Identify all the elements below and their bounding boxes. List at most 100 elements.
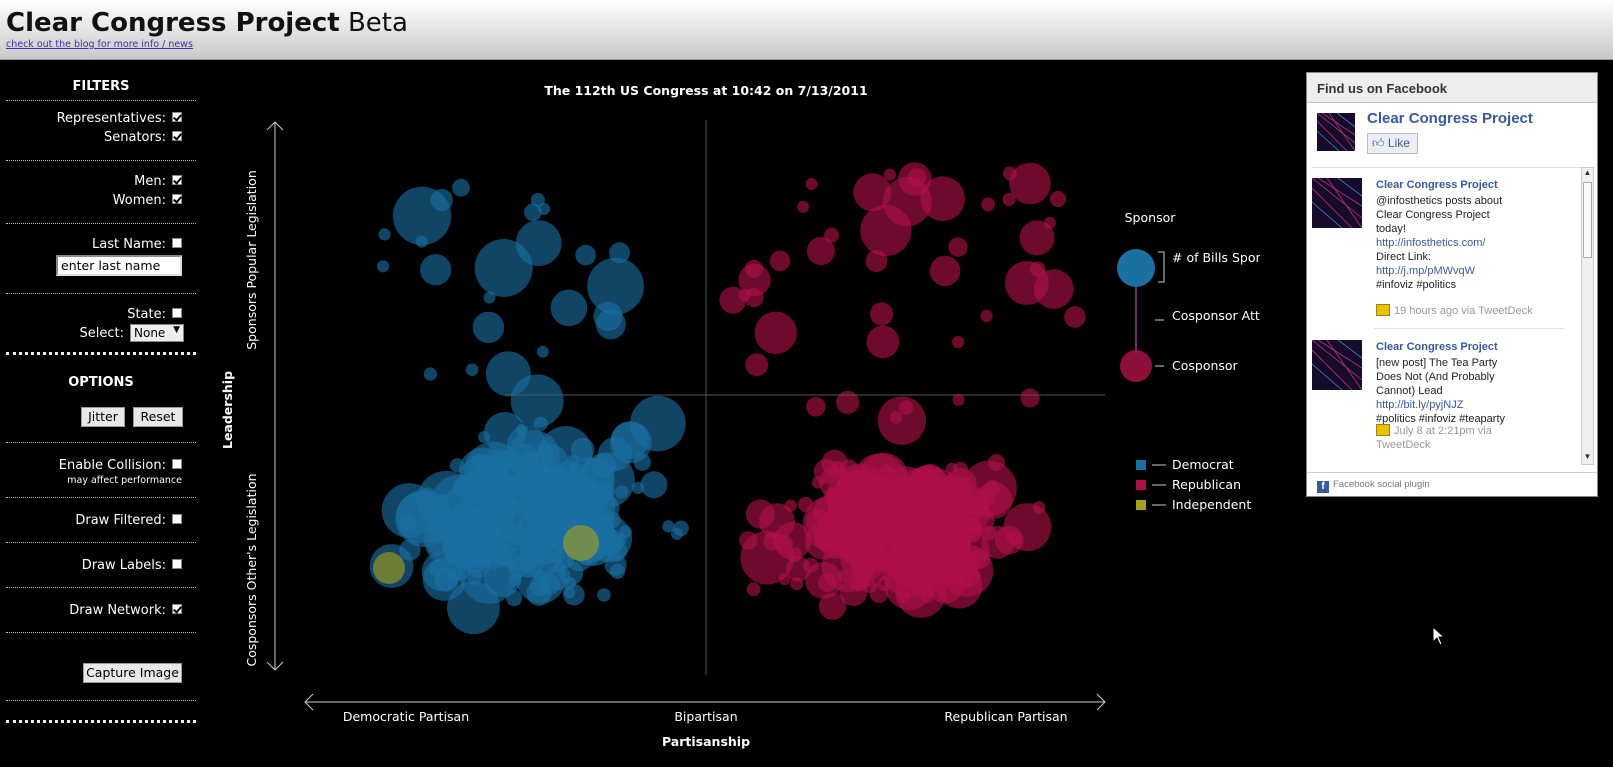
laser-thumbnail-icon <box>1312 178 1362 228</box>
post-author[interactable]: Clear Congress Project <box>1376 341 1498 353</box>
women-checkbox[interactable] <box>172 193 182 204</box>
state-select[interactable]: None ▼ <box>130 324 184 342</box>
representatives-checkbox[interactable] <box>172 111 182 122</box>
republican-bubble <box>948 237 968 257</box>
blog-link[interactable]: check out the blog for more info / news <box>6 39 193 50</box>
chart-canvas[interactable]: The 112th US Congress at 10:42 on 7/13/2… <box>200 60 1260 767</box>
legend-cosponsor-bubble <box>1120 350 1152 382</box>
republican-bubble <box>853 173 892 212</box>
republican-bubble <box>893 488 912 507</box>
x-tick-label: Republican Partisan <box>944 709 1067 724</box>
page-header: Clear Congress Project Beta check out th… <box>0 0 1613 60</box>
jitter-button[interactable]: Jitter <box>81 407 125 427</box>
draw-network-option: Draw Network: <box>69 603 182 618</box>
draw-network-checkbox[interactable] <box>172 603 182 614</box>
democrat-bubble <box>630 395 686 452</box>
divider <box>6 542 196 543</box>
enable-collision-option: Enable Collision: <box>59 458 182 473</box>
legend-label-cosponsor: Cosponsor <box>1172 358 1239 373</box>
facebook-page-link[interactable]: Clear Congress Project <box>1367 110 1533 127</box>
thumbs-up-icon: 👍︎ <box>1372 136 1385 150</box>
legend-democrat: Democrat <box>1172 457 1234 472</box>
page-title: Clear Congress Project Beta <box>6 8 408 38</box>
men-filter: Men: <box>134 174 182 189</box>
republican-bubble <box>1002 192 1016 207</box>
democrat-bubble <box>524 463 559 498</box>
democrat-bubble <box>435 514 464 543</box>
y-axis-arrow <box>266 121 284 671</box>
democrat-bubble <box>423 367 437 381</box>
legend-size-title: Sponsor <box>1125 210 1177 225</box>
draw-filtered-checkbox[interactable] <box>172 513 182 524</box>
men-checkbox[interactable] <box>172 174 182 185</box>
women-filter: Women: <box>113 193 182 208</box>
page-avatar[interactable] <box>1317 113 1355 151</box>
senators-checkbox[interactable] <box>172 130 182 141</box>
like-button[interactable]: 👍︎ Like <box>1367 133 1418 154</box>
republican-bubble <box>952 393 965 406</box>
options-heading: OPTIONS <box>68 375 134 390</box>
scrollbar-thumb[interactable] <box>1583 182 1592 258</box>
democrat-bubble <box>520 528 533 541</box>
facebook-footer: f Facebook social plugin <box>1307 472 1597 496</box>
representatives-filter: Representatives: <box>57 111 182 126</box>
scroll-down-icon[interactable]: ▼ <box>1583 452 1592 461</box>
chart-title: The 112th US Congress at 10:42 on 7/13/2… <box>544 83 867 98</box>
congress-chart[interactable]: The 112th US Congress at 10:42 on 7/13/2… <box>200 60 1260 767</box>
last-name-checkbox[interactable] <box>172 237 182 248</box>
republican-bubble <box>1019 220 1055 256</box>
divider <box>6 720 196 723</box>
republican-bubble <box>848 570 870 592</box>
legend-republican: Republican <box>1172 477 1241 492</box>
draw-labels-checkbox[interactable] <box>172 558 182 569</box>
democrat-bubble <box>597 437 633 472</box>
dropdown-arrow-icon: ▼ <box>173 325 180 335</box>
post-link[interactable]: http://j.mp/pMWvqW <box>1376 265 1476 277</box>
republican-bubble <box>818 573 837 593</box>
republican-bubble <box>898 162 932 196</box>
post-link[interactable]: http://bit.ly/pyjNJZ <box>1376 399 1464 411</box>
reset-button[interactable]: Reset <box>133 407 183 427</box>
democrat-bubble <box>536 345 549 358</box>
draw-filtered-option: Draw Filtered: <box>75 513 182 528</box>
republican-bubble <box>746 582 761 597</box>
scroll-up-icon[interactable]: ▲ <box>1583 168 1592 177</box>
filters-heading: FILTERS <box>72 79 130 94</box>
draw-labels-option: Draw Labels: <box>82 558 182 573</box>
democrat-bubble <box>593 301 623 331</box>
democrat-bubble <box>465 363 479 377</box>
democrat-bubble <box>420 254 452 286</box>
republican-bubble <box>769 250 791 272</box>
enable-collision-checkbox[interactable] <box>172 458 182 469</box>
post-avatar[interactable] <box>1312 178 1362 228</box>
democrat-bubble <box>566 454 581 469</box>
divider <box>6 223 196 224</box>
republican-bubble <box>1032 501 1046 514</box>
republican-bubble <box>980 309 993 322</box>
divider <box>6 497 196 498</box>
stream-scrollbar[interactable]: ▲ ▼ <box>1581 167 1594 465</box>
democrat-bubble <box>392 186 452 246</box>
republican-bubble <box>818 592 847 620</box>
democrat-bubble <box>524 203 542 222</box>
democrat-bubble <box>597 588 611 602</box>
democrat-bubble <box>472 311 505 344</box>
post-avatar[interactable] <box>1312 340 1362 390</box>
last-name-input[interactable] <box>56 255 182 276</box>
x-tick-label: Democratic Partisan <box>343 709 469 724</box>
democrat-bubble <box>673 520 689 537</box>
independent-bubble <box>373 552 405 584</box>
facebook-stream[interactable]: Clear Congress Project @infosthetics pos… <box>1312 167 1582 465</box>
capture-image-button[interactable]: Capture Image <box>83 663 182 683</box>
republican-bubble <box>866 325 900 359</box>
post-link[interactable]: http://infosthetics.com/ <box>1376 237 1486 249</box>
democrat-bubble <box>508 530 522 543</box>
legend-democrat-swatch <box>1136 460 1146 470</box>
state-checkbox[interactable] <box>172 307 182 318</box>
beta-label: Beta <box>347 8 408 38</box>
divider <box>6 293 196 294</box>
republican-bubble <box>745 353 769 377</box>
democrat-bubble <box>376 260 390 273</box>
republican-bubble <box>940 544 994 597</box>
post-author[interactable]: Clear Congress Project <box>1376 179 1498 191</box>
